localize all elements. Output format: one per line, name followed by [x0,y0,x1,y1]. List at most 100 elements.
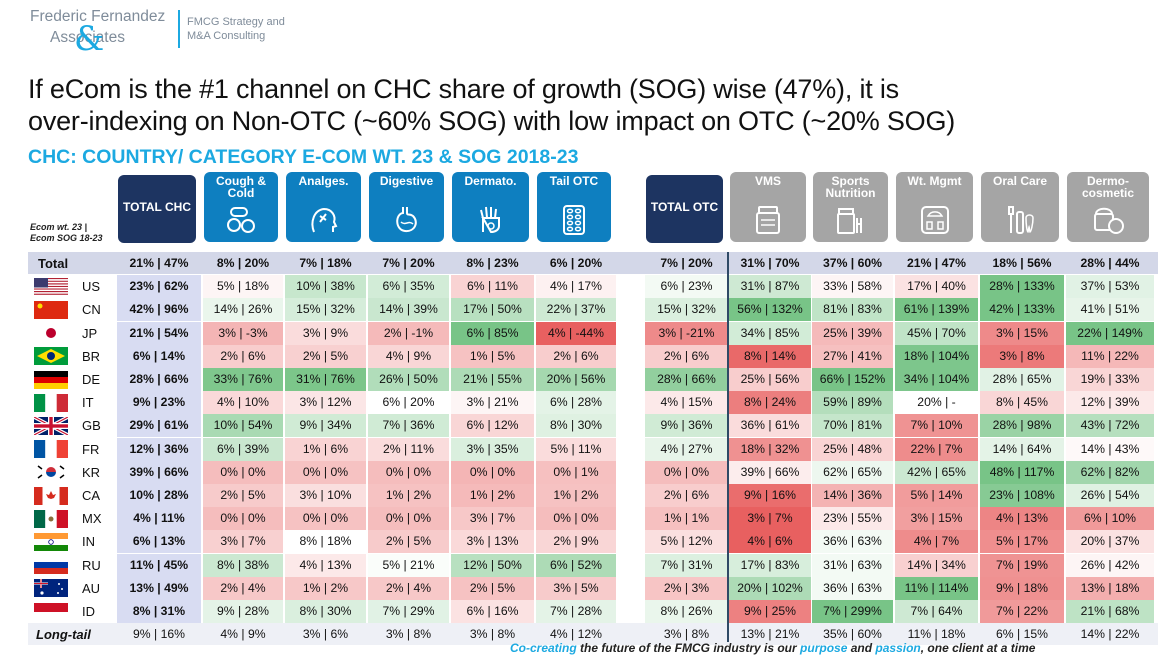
table-cell: 13% | 18% [1066,576,1154,600]
table-cell: 4% | 13% [980,507,1064,531]
table-cell: 14% | 34% [895,553,978,577]
table-cell: 14% | 36% [812,484,893,507]
logo-tagline: FMCG Strategy and M&A Consulting [187,15,285,43]
table-cell: 3% | 7% [451,507,534,531]
table-cell: 3% | 8% [469,627,516,642]
table-cell: 2% | 5% [285,344,366,368]
table-cell: 6% | 28% [536,391,616,415]
table-cell: 6% | 15% [996,627,1048,642]
table-cell: 18% | 32% [729,437,811,461]
table-cell: 4% | 7% [895,530,978,554]
column-header-label: Digestive [379,174,434,188]
table-cell: 5% | 11% [536,437,616,461]
longtail-row-background [28,623,1158,646]
table-cell: 3% | 15% [980,321,1064,345]
table-cell: 34% | 85% [729,321,811,345]
table-cell: 2% | 11% [368,437,449,461]
row-label: BR [82,348,101,364]
table-cell: 6% | 20% [368,391,449,415]
table-cell: 0% | 0% [285,460,366,484]
table-cell: 33% | 76% [203,368,283,391]
row-label: MX [82,511,102,527]
logo-ampersand: & [74,19,105,59]
table-cell: 36% | 63% [812,530,893,554]
row-label: IN [82,534,95,550]
table-cell: 31% | 87% [729,275,811,299]
table-cell: 21% | 47% [907,256,966,270]
flag-de-icon [34,370,68,389]
table-cell: 8% | 31% [117,600,201,623]
table-cell: 13% | 21% [740,627,800,642]
pain-head-icon [310,207,337,233]
footer-part5: passion [875,641,921,655]
column-header-label: Wt. Mgmt [907,174,962,188]
table-cell: 7% | 31% [645,553,728,577]
table-cell: 2% | 5% [203,484,283,507]
table-cell: 2% | 6% [203,344,283,368]
table-cell: 7% | 18% [299,256,352,270]
row-label: Total [38,256,69,271]
table-cell: 28% | 66% [645,368,728,391]
table-cell: 42% | 96% [117,298,201,322]
table-cell: 5% | 14% [895,484,978,507]
table-cell: 3% | 5% [536,576,616,600]
table-cell: 28% | 44% [1080,256,1140,270]
column-header-label: Tail OTC [549,174,599,188]
table-cell: 6% | 14% [117,344,201,368]
table-cell: 3% | 7% [729,507,811,531]
company-logo: Frederic Fernandez & Associates [30,6,180,56]
table-cell: 20% | 102% [729,576,811,600]
table-cell: 1% | 2% [368,484,449,507]
table-cell: 7% | 299% [812,600,893,623]
table-cell: 36% | 63% [812,576,893,600]
row-label: FR [82,441,100,457]
table-cell: 3% | 8% [980,344,1064,368]
table-cell: 59% | 89% [812,391,893,415]
table-cell: 48% | 117% [980,460,1064,484]
column-header-4: Dermato. [452,172,529,242]
table-cell: 70% | 81% [812,414,893,438]
table-cell: 6% | 39% [203,437,283,461]
table-cell: 25% | 39% [812,321,893,345]
table-cell: 0% | 0% [203,460,283,484]
table-cell: 66% | 152% [812,368,893,391]
table-cell: 11% | 45% [117,553,201,577]
table-cell: 6% | 85% [451,321,534,345]
flag-id-icon [34,602,68,621]
table-cell: 3% | 21% [451,391,534,415]
table-cell: 28% | 98% [980,414,1064,438]
cream-jar-icon [1094,207,1124,234]
flag-br-icon [34,347,68,366]
table-cell: 8% | 38% [203,553,283,577]
table-cell: 62% | 65% [812,460,893,484]
row-label: ID [82,604,95,619]
flag-fr-icon [34,440,68,459]
column-header-11: Dermo-cosmetic [1067,172,1149,242]
column-header-label: Sports Nutrition [825,174,876,200]
table-cell: 2% | 6% [536,344,616,368]
table-cell: 3% | 12% [285,391,366,415]
title-line2: over-indexing on Non-OTC (~60% SOG) with… [28,106,956,136]
flag-mx-icon [34,509,68,528]
table-cell: 8% | 45% [980,391,1064,415]
toothbrush-icon [1008,206,1034,234]
table-cell: 9% | 16% [133,627,185,642]
table-cell: 7% | 22% [980,600,1064,623]
footer-part2: the future of the FMCG industry is our [576,641,801,655]
column-header-6: TOTAL OTC [646,175,723,243]
table-cell: 42% | 65% [895,460,978,484]
row-label: KR [82,464,101,480]
table-cell: 2% | 4% [368,576,449,600]
table-cell: 21% | 47% [129,256,189,270]
table-cell: 28% | 65% [980,368,1064,391]
table-cell: 33% | 58% [812,275,893,299]
table-cell: 2% | -1% [368,321,449,345]
column-header-0: TOTAL CHC [118,175,196,243]
flag-in-icon [34,532,68,551]
table-cell: 9% | 18% [980,576,1064,600]
column-header-9: Wt. Mgmt [896,172,973,242]
table-cell: 26% | 50% [368,368,449,391]
logo-line1: Frederic Fernandez [30,8,166,25]
table-cell: 6% | 13% [117,530,201,554]
table-cell: 3% | 8% [385,627,432,642]
